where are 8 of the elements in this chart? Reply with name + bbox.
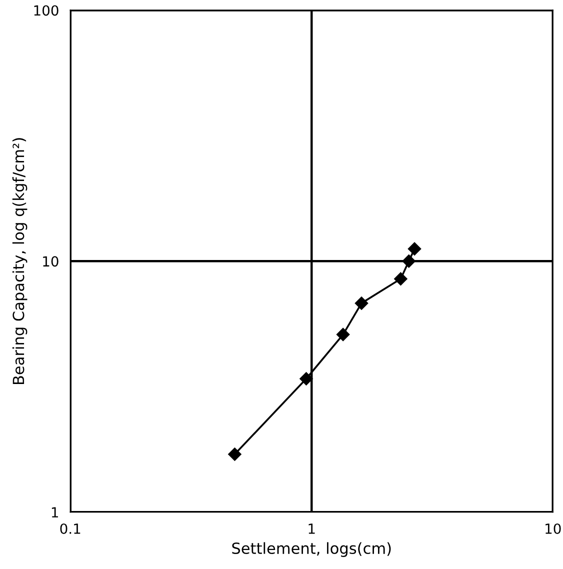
y-axis-title: Bearing Capacity, log q(kgf/cm²) xyxy=(12,138,28,384)
x-tick-label: 0.1 xyxy=(60,523,80,534)
y-tick-label: 1 xyxy=(52,507,58,518)
y-tick-label: 100 xyxy=(34,5,58,16)
x-tick-label: 10 xyxy=(546,523,561,534)
x-tick-label: 1 xyxy=(308,524,315,534)
y-tick-label: 10 xyxy=(43,256,58,267)
x-axis-title: Settlement, logs(cm) xyxy=(232,542,391,557)
